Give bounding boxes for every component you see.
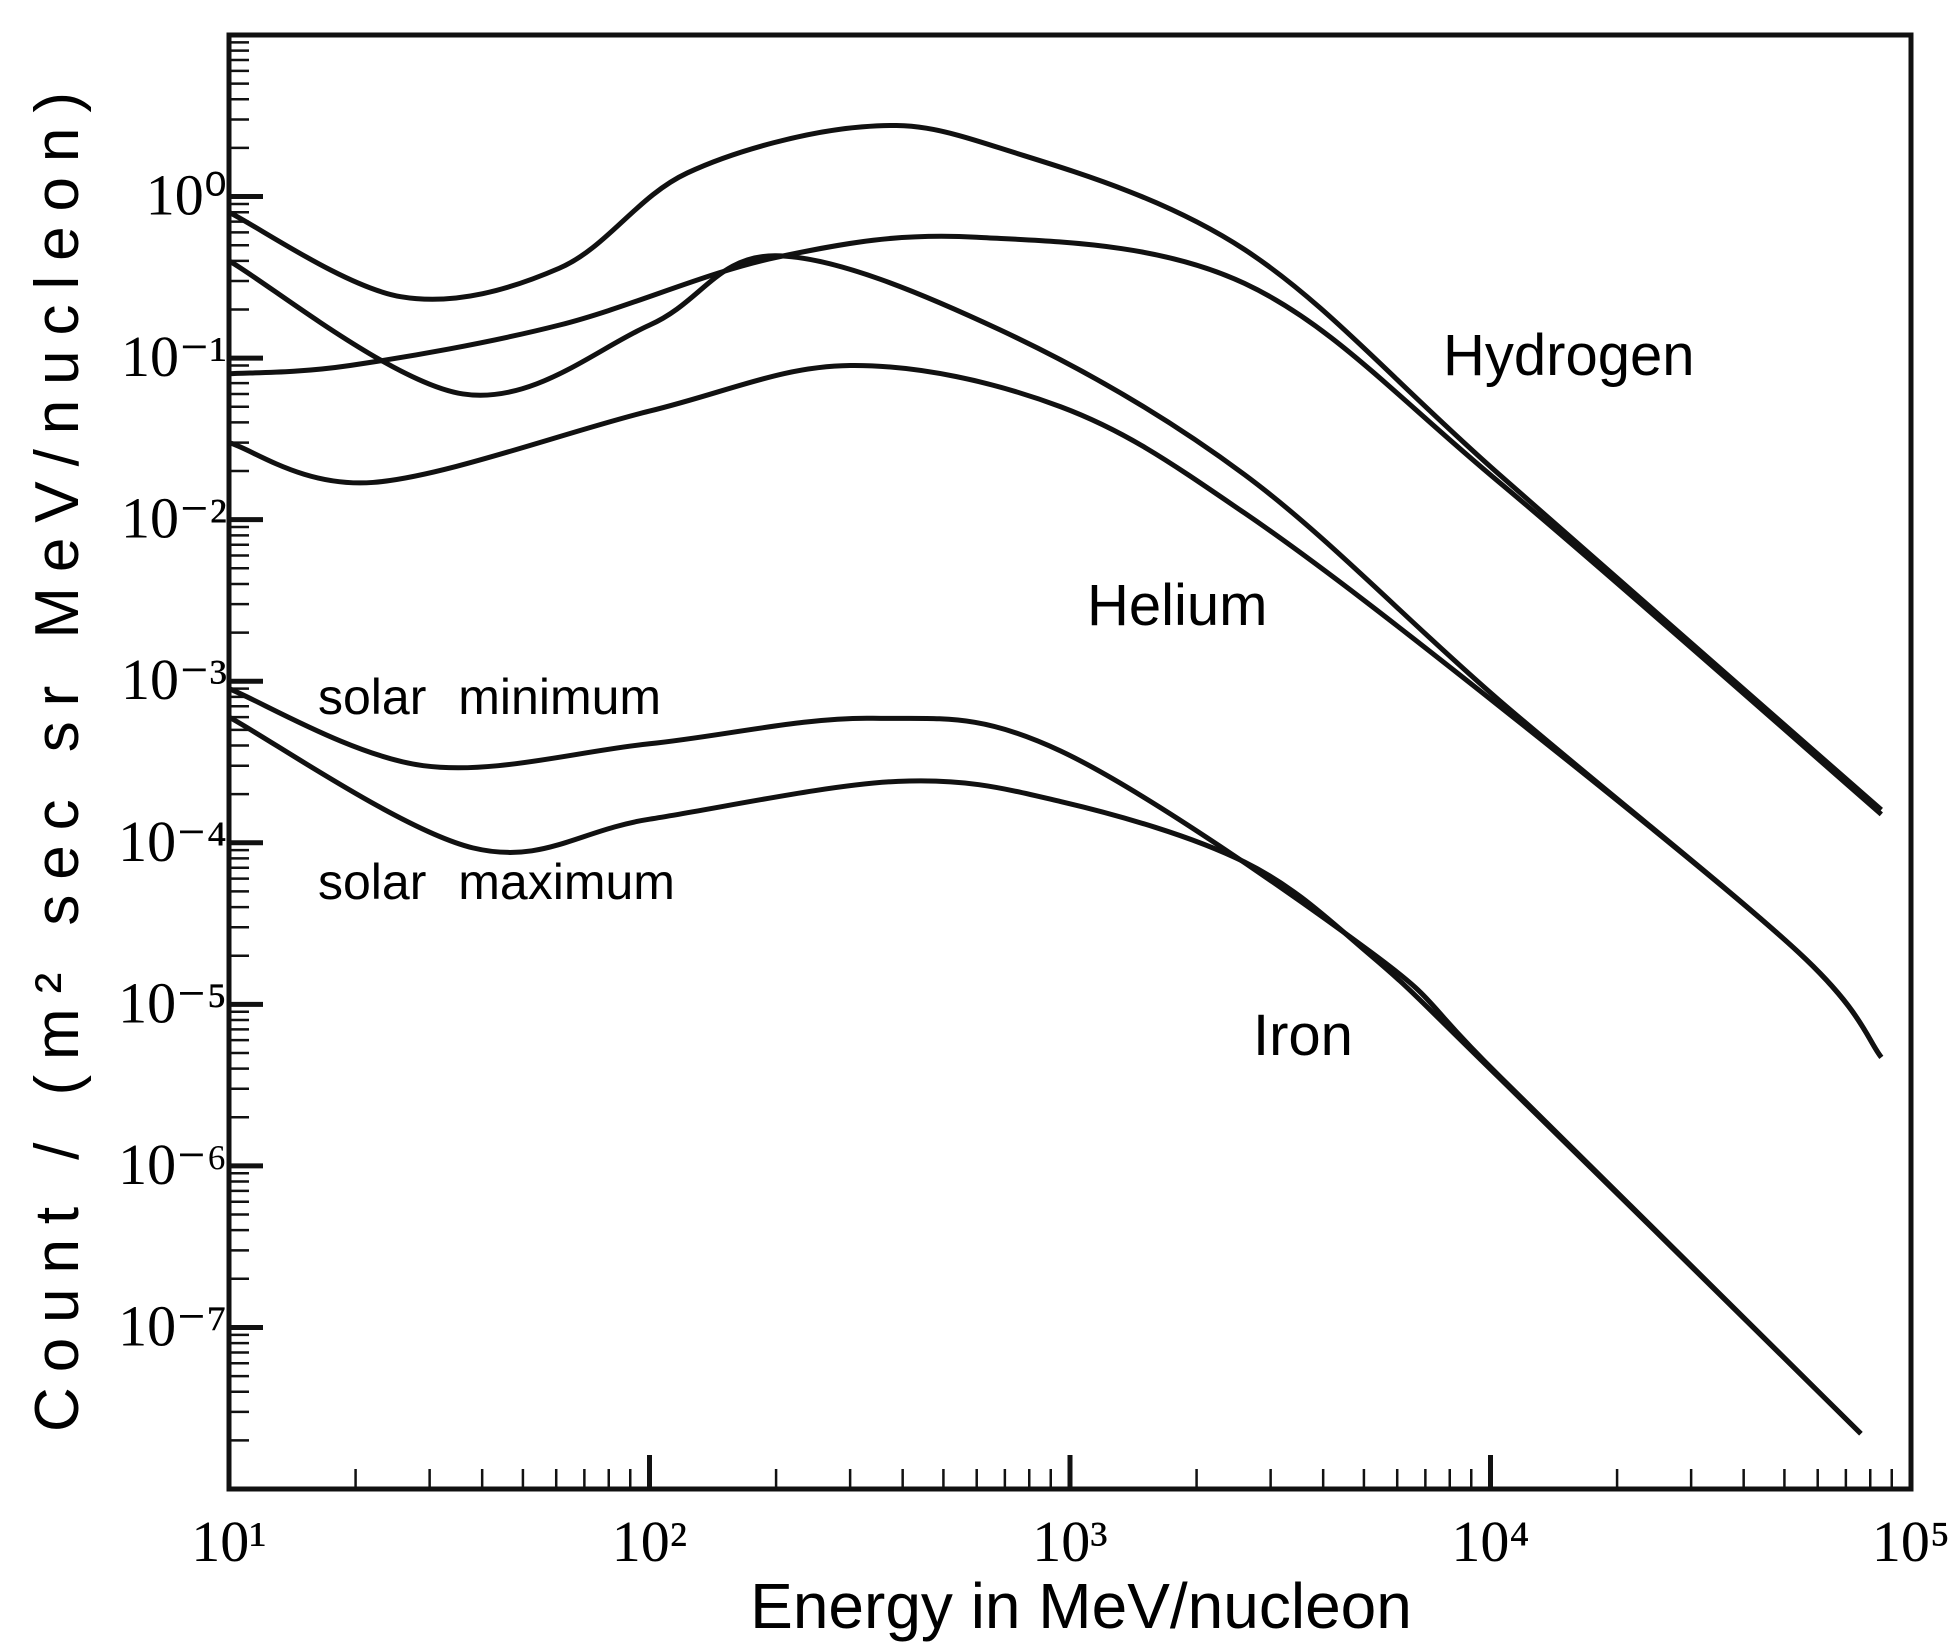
- y-tick-label: 10⁻⁶: [118, 1132, 227, 1197]
- y-tick-label: 10⁰: [146, 163, 227, 228]
- curve: [227, 123, 1883, 812]
- annotation: Iron: [1253, 1003, 1353, 1068]
- curve: [228, 233, 1883, 817]
- x-tick-label: 10⁴: [1451, 1509, 1529, 1574]
- y-tick-label: 10⁻⁷: [118, 1293, 227, 1358]
- y-axis-label: Count / (m² sec sr MeV/nucleon): [23, 92, 92, 1432]
- y-tick-label: 10⁻³: [121, 647, 227, 712]
- y-tick-label: 10⁻²: [121, 486, 227, 551]
- annotation: Hydrogen: [1443, 323, 1694, 388]
- x-axis-label: Energy in MeV/nucleon: [750, 1570, 1412, 1642]
- x-tick-label: 10²: [612, 1509, 687, 1574]
- curve: [228, 363, 1884, 1059]
- y-tick-label: 10⁻⁴: [118, 809, 227, 874]
- plot-frame: [226, 32, 1914, 1492]
- x-tick-label: 10⁵: [1872, 1509, 1950, 1574]
- annotation: solar maximum: [318, 854, 675, 910]
- y-tick-label: 10⁻¹: [121, 324, 227, 389]
- annotation: Helium: [1087, 573, 1268, 638]
- x-tick-label: 10¹: [191, 1509, 266, 1574]
- annotation: solar minimum: [318, 669, 661, 725]
- y-tick-label: 10⁻⁵: [118, 970, 227, 1035]
- curve: [227, 714, 1863, 1436]
- x-tick-label: 10³: [1032, 1509, 1107, 1574]
